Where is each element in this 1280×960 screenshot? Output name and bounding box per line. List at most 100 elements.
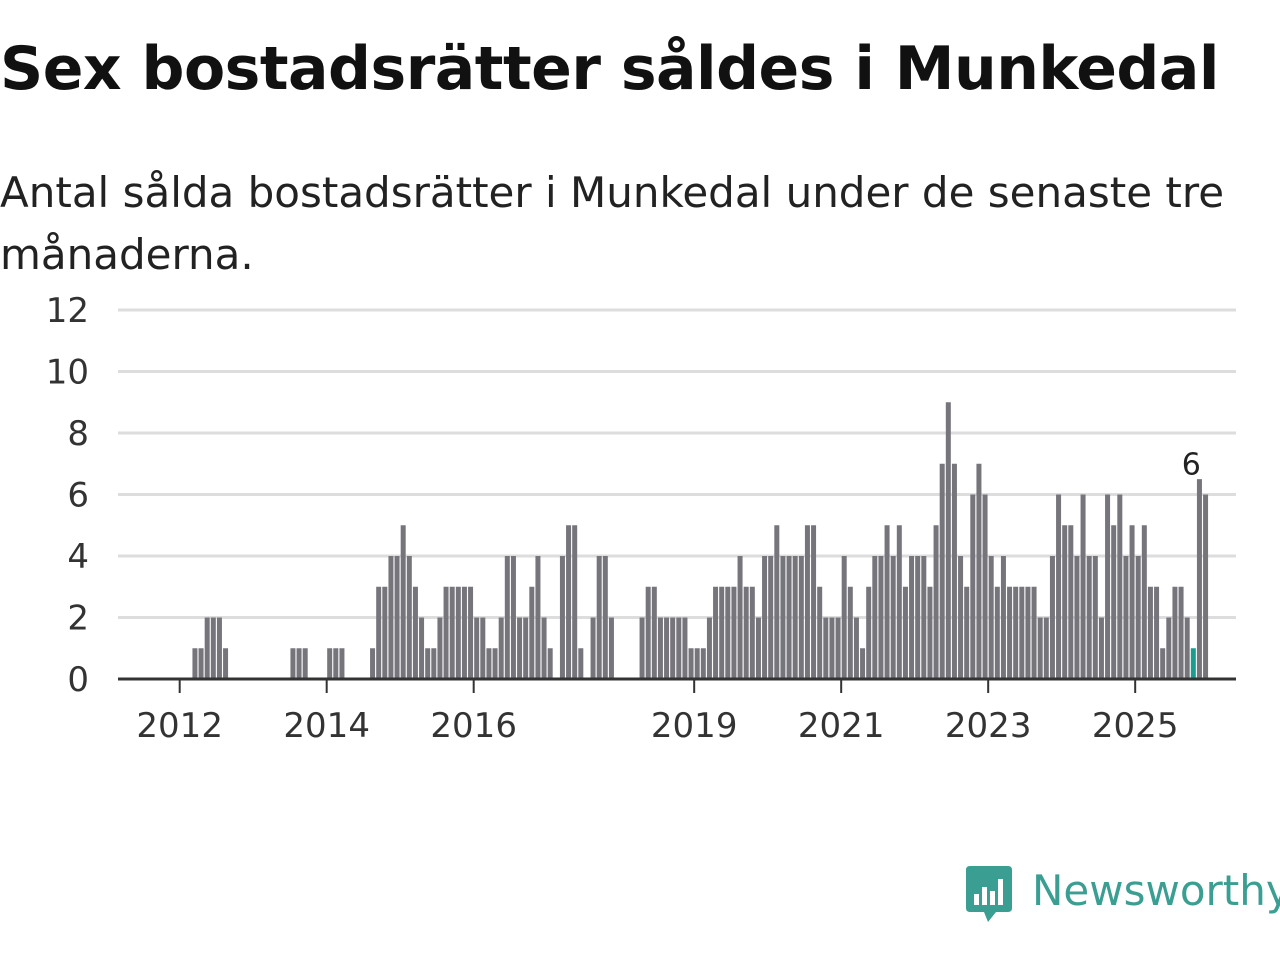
- bar: [302, 648, 308, 679]
- bar: [480, 617, 486, 679]
- bar: [486, 648, 492, 679]
- bar: [645, 586, 651, 679]
- bar-highlight: [1190, 648, 1196, 679]
- bar: [1049, 556, 1055, 679]
- bar: [1080, 494, 1086, 679]
- bar: [498, 617, 504, 679]
- bar: [510, 556, 516, 679]
- bar: [860, 648, 866, 679]
- bar: [394, 556, 400, 679]
- bar: [1037, 617, 1043, 679]
- bar: [1086, 556, 1092, 679]
- bar: [841, 556, 847, 679]
- bar: [1147, 586, 1153, 679]
- bar: [431, 648, 437, 679]
- bar: [915, 556, 921, 679]
- bar: [1111, 525, 1117, 679]
- y-tick-label: 0: [67, 660, 89, 700]
- bar: [382, 586, 388, 679]
- x-tick-label: 2023: [945, 706, 1032, 746]
- bar: [964, 586, 970, 679]
- bar: [596, 556, 602, 679]
- bar: [400, 525, 406, 679]
- bar: [774, 525, 780, 679]
- bar: [192, 648, 198, 679]
- bar: [804, 525, 810, 679]
- bar: [1105, 494, 1111, 679]
- bar: [639, 617, 645, 679]
- bar: [333, 648, 339, 679]
- x-tick-label: 2021: [798, 706, 885, 746]
- x-tick-label: 2016: [430, 706, 517, 746]
- bar: [670, 617, 676, 679]
- bar: [866, 586, 872, 679]
- bar: [1141, 525, 1147, 679]
- bar: [1098, 617, 1104, 679]
- bar: [370, 648, 376, 679]
- bar: [523, 617, 529, 679]
- bar: [1043, 617, 1049, 679]
- bar: [1031, 586, 1037, 679]
- bar: [939, 463, 945, 679]
- bar: [737, 556, 743, 679]
- bar: [449, 586, 455, 679]
- x-tick-label: 2014: [283, 706, 370, 746]
- bar: [853, 617, 859, 679]
- bar: [651, 586, 657, 679]
- bar: [572, 525, 578, 679]
- bar: [786, 556, 792, 679]
- bar: [951, 463, 957, 679]
- bar: [682, 617, 688, 679]
- bar: [223, 648, 229, 679]
- bar: [590, 617, 596, 679]
- bar: [676, 617, 682, 679]
- bar: [1172, 586, 1178, 679]
- bar: [504, 556, 510, 679]
- chart-title: Sex bostadsrätter såldes i Munkedal: [0, 34, 1219, 104]
- bar: [982, 494, 988, 679]
- y-tick-label: 2: [67, 599, 89, 639]
- y-tick-label: 6: [67, 476, 89, 516]
- bar: [388, 556, 394, 679]
- bar: [909, 556, 915, 679]
- newsworthy-logo-icon: [966, 866, 1012, 922]
- bar: [204, 617, 210, 679]
- bar: [706, 617, 712, 679]
- bar: [406, 556, 412, 679]
- bar: [731, 586, 737, 679]
- bar: [1178, 586, 1184, 679]
- bar: [1068, 525, 1074, 679]
- bar: [1000, 556, 1006, 679]
- gridlines: [118, 308, 1236, 619]
- bar: [817, 586, 823, 679]
- bar-chart: 0 2 4 6 8 10 12 6 2012 2014 2016 2019 2021 2023 2025: [46, 291, 1236, 746]
- bar: [608, 617, 614, 679]
- bar: [419, 617, 425, 679]
- bar: [1013, 586, 1019, 679]
- bar: [958, 556, 964, 679]
- bar: [455, 586, 461, 679]
- bar: [884, 525, 890, 679]
- bar: [902, 586, 908, 679]
- bar: [945, 402, 951, 679]
- brand-name: Newsworthy: [1032, 866, 1280, 915]
- bar: [1135, 556, 1141, 679]
- bar: [602, 556, 608, 679]
- bar: [517, 617, 523, 679]
- bar: [1092, 556, 1098, 679]
- bar: [474, 617, 480, 679]
- bars: 6: [192, 402, 1209, 679]
- bar: [749, 586, 755, 679]
- bar: [1074, 556, 1080, 679]
- bar: [468, 586, 474, 679]
- bar: [988, 556, 994, 679]
- bar: [719, 586, 725, 679]
- bar: [970, 494, 976, 679]
- bar: [768, 556, 774, 679]
- bar: [878, 556, 884, 679]
- bar: [896, 525, 902, 679]
- x-tick-label: 2012: [136, 706, 223, 746]
- bar: [976, 463, 982, 679]
- bar: [210, 617, 216, 679]
- bar: [535, 556, 541, 679]
